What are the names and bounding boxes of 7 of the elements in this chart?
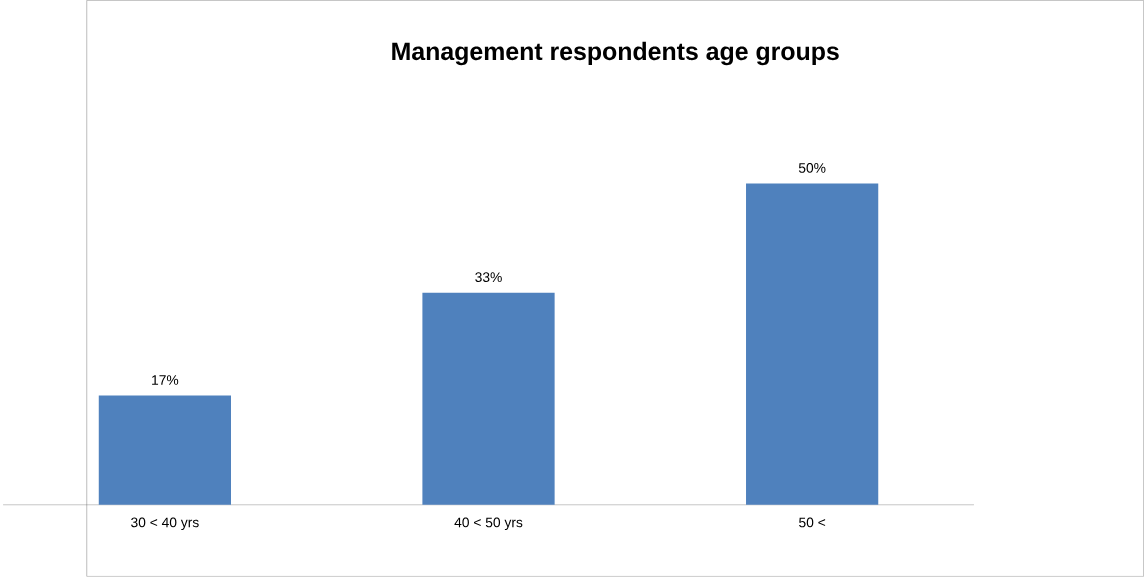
data-label: 17%: [152, 375, 179, 385]
x-tick-label: 40 < 50 yrs: [454, 517, 523, 531]
chart-title: Management respondents age groups: [392, 41, 839, 66]
data-label: 50%: [798, 163, 826, 173]
x-tick-label: 50 <: [799, 517, 826, 528]
data-label: 33%: [475, 272, 502, 283]
x-tick-label: 30 < 40 yrs: [131, 517, 199, 531]
